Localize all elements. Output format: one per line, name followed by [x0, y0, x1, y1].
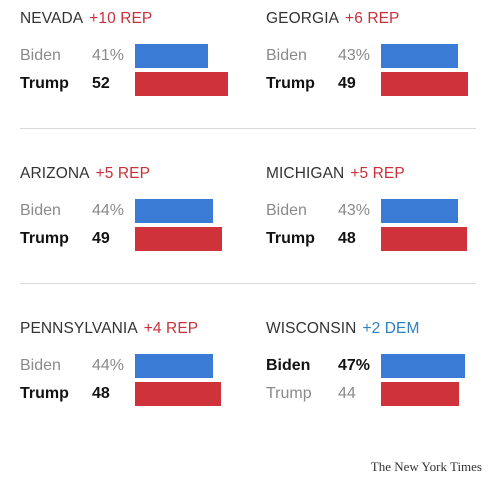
state-panel-georgia: GEORGIA +6 REP Biden 43% Trump 49	[266, 0, 486, 120]
bar-biden	[381, 199, 458, 223]
candidate-row-biden: Biden 47%	[266, 354, 486, 378]
bar-trump	[381, 227, 467, 251]
candidate-row-trump: Trump 49	[266, 72, 486, 96]
bar-trump	[381, 72, 468, 96]
bar-trump	[381, 382, 459, 406]
state-name: GEORGIA	[266, 10, 340, 27]
state-name: NEVADA	[20, 10, 84, 27]
candidate-value: 44%	[92, 202, 125, 219]
state-margin: +4 REP	[143, 320, 199, 337]
state-title: NEVADA +10 REP	[20, 10, 152, 28]
state-title: WISCONSIN +2 DEM	[266, 320, 420, 338]
bar-trump	[135, 72, 228, 96]
candidate-name: Biden	[20, 202, 61, 219]
candidate-value: 44	[338, 385, 356, 402]
candidate-value: 44%	[92, 357, 125, 374]
state-title: GEORGIA +6 REP	[266, 10, 400, 28]
candidate-name: Trump	[266, 230, 315, 247]
state-margin: +5 REP	[350, 165, 405, 182]
candidate-name: Biden	[266, 47, 307, 64]
bar-biden	[135, 199, 213, 223]
candidate-value: 43%	[338, 202, 371, 219]
source-credit: The New York Times	[370, 459, 482, 474]
state-title: PENNSYLVANIA +4 REP	[20, 320, 198, 338]
candidate-row-biden: Biden 44%	[20, 199, 240, 223]
state-panel-arizona: ARIZONA +5 REP Biden 44% Trump 49	[20, 155, 240, 275]
candidate-name: Trump	[266, 75, 315, 92]
candidate-value: 48	[338, 230, 356, 247]
state-margin: +10 REP	[89, 10, 153, 27]
candidate-name: Biden	[20, 357, 61, 374]
state-name: WISCONSIN	[266, 320, 357, 337]
state-panel-michigan: MICHIGAN +5 REP Biden 43% Trump 48	[266, 155, 486, 275]
candidate-row-biden: Biden 44%	[20, 354, 240, 378]
state-title: MICHIGAN +5 REP	[266, 165, 405, 183]
state-margin: +5 REP	[95, 165, 151, 182]
bar-trump	[135, 382, 221, 406]
state-panel-nevada: NEVADA +10 REP Biden 41% Trump 52	[20, 0, 240, 120]
candidate-row-trump: Trump 49	[20, 227, 240, 251]
state-margin: +6 REP	[345, 10, 400, 27]
candidate-row-trump: Trump 48	[266, 227, 486, 251]
candidate-row-biden: Biden 41%	[20, 44, 240, 68]
candidate-name: Biden	[20, 47, 61, 64]
state-title: ARIZONA +5 REP	[20, 165, 150, 183]
state-name: PENNSYLVANIA	[20, 320, 138, 337]
candidate-name: Biden	[266, 202, 307, 219]
state-name: ARIZONA	[20, 165, 90, 182]
row-divider	[20, 128, 476, 129]
candidate-name: Trump	[20, 75, 69, 92]
candidate-value: 41%	[92, 47, 125, 64]
bar-biden	[135, 44, 208, 68]
candidate-row-trump: Trump 52	[20, 72, 240, 96]
candidate-row-trump: Trump 48	[20, 382, 240, 406]
state-panel-wisconsin: WISCONSIN +2 DEM Biden 47% Trump 44	[266, 310, 486, 430]
candidate-value: 49	[338, 75, 356, 92]
row-divider	[20, 283, 476, 284]
bar-biden	[135, 354, 213, 378]
bar-biden	[381, 44, 458, 68]
candidate-value: 48	[92, 385, 110, 402]
bar-biden	[381, 354, 465, 378]
state-margin: +2 DEM	[362, 320, 420, 337]
candidate-name: Trump	[266, 385, 312, 402]
candidate-value: 52	[92, 75, 110, 92]
candidate-name: Biden	[266, 357, 311, 374]
candidate-row-biden: Biden 43%	[266, 199, 486, 223]
state-panel-pennsylvania: PENNSYLVANIA +4 REP Biden 44% Trump 48	[20, 310, 240, 430]
candidate-name: Trump	[20, 230, 69, 247]
bar-trump	[135, 227, 222, 251]
candidate-value: 47%	[338, 357, 371, 374]
candidate-value: 43%	[338, 47, 371, 64]
candidate-row-biden: Biden 43%	[266, 44, 486, 68]
state-name: MICHIGAN	[266, 165, 345, 182]
candidate-name: Trump	[20, 385, 69, 402]
candidate-value: 49	[92, 230, 110, 247]
candidate-row-trump: Trump 44	[266, 382, 486, 406]
